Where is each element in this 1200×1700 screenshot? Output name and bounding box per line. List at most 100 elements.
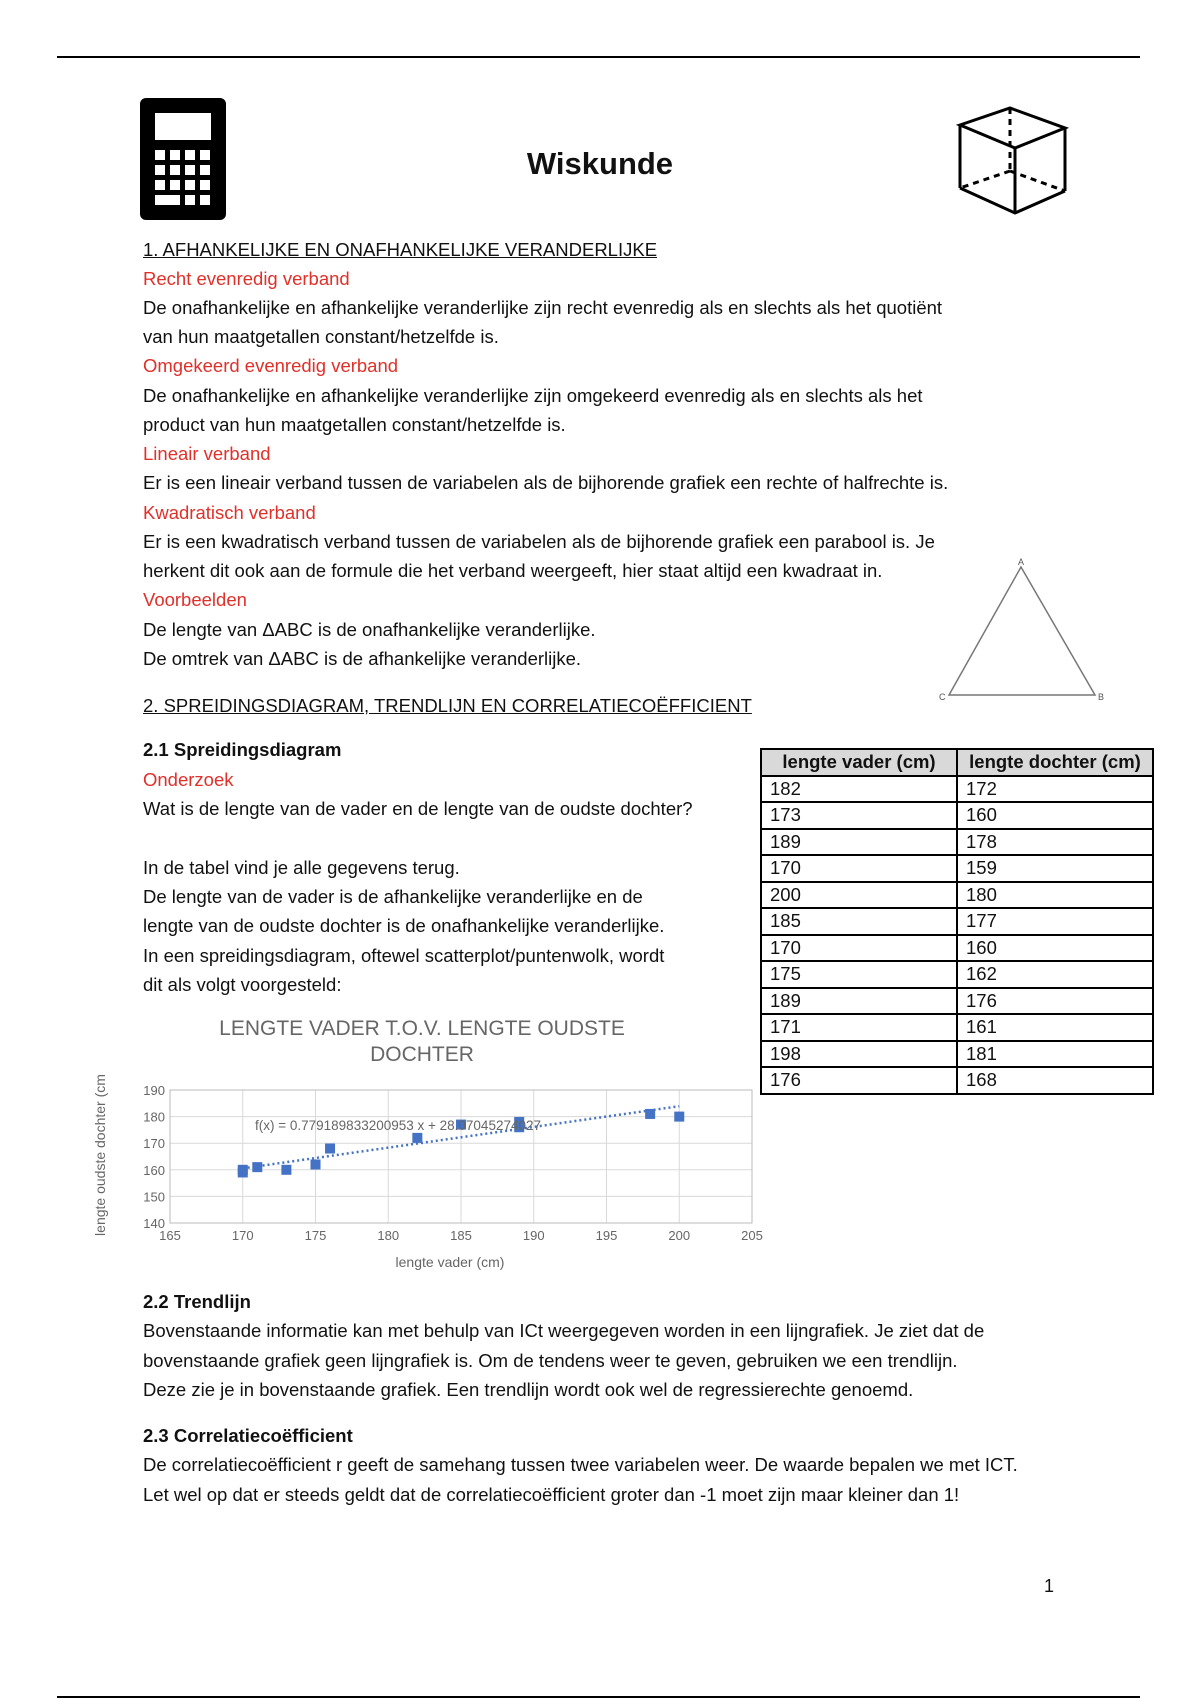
text-line: Wat is de lengte van de vader en de leng…	[143, 798, 693, 819]
cuboid-icon	[955, 106, 1070, 215]
text-line: bovenstaande grafiek geen lijngrafiek is…	[143, 1350, 958, 1371]
top-rule	[57, 56, 1140, 58]
table-cell: 161	[956, 1013, 1154, 1042]
table-cell: 180	[956, 880, 1154, 909]
table-cell: 198	[760, 1039, 958, 1068]
table-row: 189 178	[760, 827, 1154, 856]
table-cell: 185	[760, 907, 958, 936]
text-line: Bovenstaande informatie kan met behulp v…	[143, 1320, 985, 1341]
table-cell: 200	[760, 880, 958, 909]
text-line: De correlatiecoëfficient r geeft de same…	[143, 1454, 1018, 1475]
y-axis-label: lengte oudste dochter (cm	[92, 1074, 108, 1236]
data-point	[674, 1111, 685, 1122]
table-cell: 168	[956, 1066, 1154, 1095]
table-cell: 170	[760, 854, 958, 883]
table-row: 170 160	[760, 933, 1154, 962]
text-line: In een spreidingsdiagram, oftewel scatte…	[143, 945, 665, 966]
table-cell: 176	[956, 986, 1154, 1015]
y-tick-label: 170	[143, 1136, 165, 1151]
table-cell: 189	[760, 986, 958, 1015]
data-point	[237, 1164, 248, 1175]
trendline	[242, 1104, 680, 1170]
table-cell: 170	[760, 933, 958, 962]
text-line: herkent dit ook aan de formule die het v…	[143, 560, 883, 581]
data-point	[325, 1143, 336, 1154]
table-row: 176 168	[760, 1066, 1154, 1095]
y-tick-label: 190	[143, 1083, 165, 1098]
text-line: Er is een kwadratisch verband tussen de …	[143, 531, 935, 552]
text-line: product van hun maatgetallen constant/he…	[143, 414, 566, 435]
table-header: lengte dochter (cm)	[956, 748, 1154, 777]
triangle-abc-figure: A B C	[939, 557, 1104, 702]
data-point	[514, 1122, 525, 1133]
data-table: lengte vader (cm) lengte dochter (cm) 18…	[760, 748, 1154, 1095]
x-tick-label: 200	[668, 1228, 690, 1243]
table-cell: 160	[956, 933, 1154, 962]
page-title: Wiskunde	[526, 146, 674, 181]
table-cell: 175	[760, 960, 958, 989]
section1-heading: 1. AFHANKELIJKE EN ONAFHANKELIJKE VERAND…	[143, 239, 658, 260]
table-cell: 172	[956, 774, 1154, 803]
table-cell: 171	[760, 1013, 958, 1042]
text-line: Let wel op dat er steeds geldt dat de co…	[143, 1484, 960, 1505]
table-row: 170 159	[760, 854, 1154, 883]
s21-heading: 2.1 Spreidingsdiagram	[143, 739, 342, 760]
text-line: Deze zie je in bovenstaande grafiek. Een…	[143, 1379, 914, 1400]
x-tick-label: 185	[450, 1228, 472, 1243]
subheading: Recht evenredig verband	[143, 268, 350, 289]
bottom-rule	[57, 1696, 1140, 1698]
plot-area	[169, 1089, 753, 1224]
table-row: 175 162	[760, 960, 1154, 989]
data-point	[645, 1108, 656, 1119]
table-cell: 176	[760, 1066, 958, 1095]
text-line: Er is een lineair verband tussen de vari…	[143, 472, 949, 493]
table-cell: 181	[956, 1039, 1154, 1068]
text-line: De onafhankelijke en afhankelijke verand…	[143, 297, 943, 318]
subheading: Lineair verband	[143, 443, 271, 464]
data-point	[252, 1162, 263, 1173]
s22-heading: 2.2 Trendlijn	[143, 1291, 251, 1312]
table-cell: 160	[956, 801, 1154, 830]
text-line: van hun maatgetallen constant/hetzelfde …	[143, 326, 499, 347]
table-cell: 189	[760, 827, 958, 856]
x-tick-label: 195	[596, 1228, 618, 1243]
calculator-icon	[140, 98, 226, 220]
x-tick-label: 205	[741, 1228, 763, 1243]
text-line: lengte van de oudste dochter is de onafh…	[143, 915, 665, 936]
scatter-chart: LENGTE VADER T.O.V. LENGTE OUDSTE DOCHTER…	[92, 1017, 763, 1270]
data-point	[412, 1132, 423, 1143]
subheading: Omgekeerd evenredig verband	[143, 355, 399, 376]
data-point	[310, 1159, 321, 1170]
data-point	[281, 1164, 292, 1175]
table-row: 173 160	[760, 801, 1154, 830]
table-row: 182 172	[760, 774, 1154, 803]
text-line: De omtrek van ΔABC is de afhankelijke ve…	[143, 648, 582, 669]
vertex-c-label: C	[939, 692, 946, 702]
y-tick-label: 150	[143, 1189, 165, 1204]
chart-title: DOCHTER	[370, 1043, 474, 1066]
subheading: Kwadratisch verband	[143, 502, 316, 523]
data-point	[456, 1119, 466, 1130]
text-line: De onafhankelijke en afhankelijke verand…	[143, 385, 923, 406]
subheading: Voorbeelden	[143, 589, 247, 610]
data-point	[514, 1116, 525, 1127]
x-tick-label: 175	[305, 1228, 327, 1243]
chart-title: LENGTE VADER T.O.V. LENGTE OUDSTE	[219, 1017, 625, 1040]
vertex-b-label: B	[1098, 692, 1104, 702]
s23-heading: 2.3 Correlatiecoëfficient	[143, 1425, 353, 1446]
subheading: Onderzoek	[143, 769, 234, 790]
trendline-equation: f(x) = 0.779189833200953 x + 28.07045274…	[255, 1118, 541, 1133]
x-tick-label: 190	[523, 1228, 545, 1243]
x-tick-label: 170	[232, 1228, 254, 1243]
table-cell: 178	[956, 827, 1154, 856]
table-row: 185 177	[760, 907, 1154, 936]
table-row: 171 161	[760, 1013, 1154, 1042]
table-row: 189 176	[760, 986, 1154, 1015]
table-row: 200 180	[760, 880, 1154, 909]
text-line: De lengte van ΔABC is de onafhankelijke …	[143, 619, 596, 640]
y-tick-label: 140	[143, 1216, 165, 1231]
table-cell: 159	[956, 854, 1154, 883]
table-cell: 173	[760, 801, 958, 830]
table-cell: 182	[760, 774, 958, 803]
vertex-a-label: A	[1018, 557, 1024, 567]
